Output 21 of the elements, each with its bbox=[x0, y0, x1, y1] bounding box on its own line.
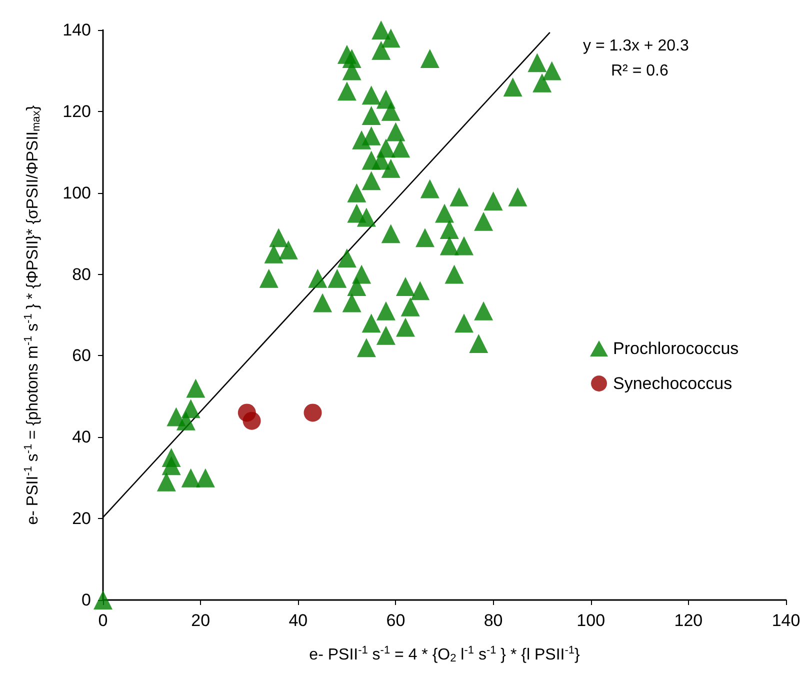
y-tick-label: 40 bbox=[72, 428, 91, 447]
y-tick-label: 100 bbox=[62, 183, 91, 202]
y-tick-label: 60 bbox=[72, 346, 91, 366]
y-tick-label: 20 bbox=[72, 509, 91, 528]
x-tick-label: 20 bbox=[191, 611, 210, 630]
legend-label: Synechococcus bbox=[613, 374, 732, 393]
x-tick-label: 80 bbox=[484, 611, 503, 630]
y-tick-label: 140 bbox=[62, 20, 91, 40]
x-tick-label: 0 bbox=[98, 611, 108, 630]
legend-label: Prochlorococcus bbox=[613, 339, 739, 358]
x-tick-label: 60 bbox=[386, 611, 406, 630]
y-tick-label: 80 bbox=[72, 264, 91, 284]
x-tick-label: 40 bbox=[288, 611, 308, 630]
annotation: y = 1.3x + 20.3 bbox=[583, 38, 689, 54]
annotation: R² = 0.6 bbox=[611, 62, 668, 80]
y-tick-label: 120 bbox=[62, 102, 91, 121]
y-tick-label: 0 bbox=[82, 590, 91, 610]
x-tick-label: 120 bbox=[674, 611, 703, 630]
x-tick-label: 140 bbox=[772, 611, 800, 630]
x-tick-label: 100 bbox=[576, 611, 606, 630]
text: e- PSII-1 s-1 = {photons m-1 s-1 } * {ΦPSII}* {σPSII/ΦPSIImax} bbox=[22, 105, 42, 525]
